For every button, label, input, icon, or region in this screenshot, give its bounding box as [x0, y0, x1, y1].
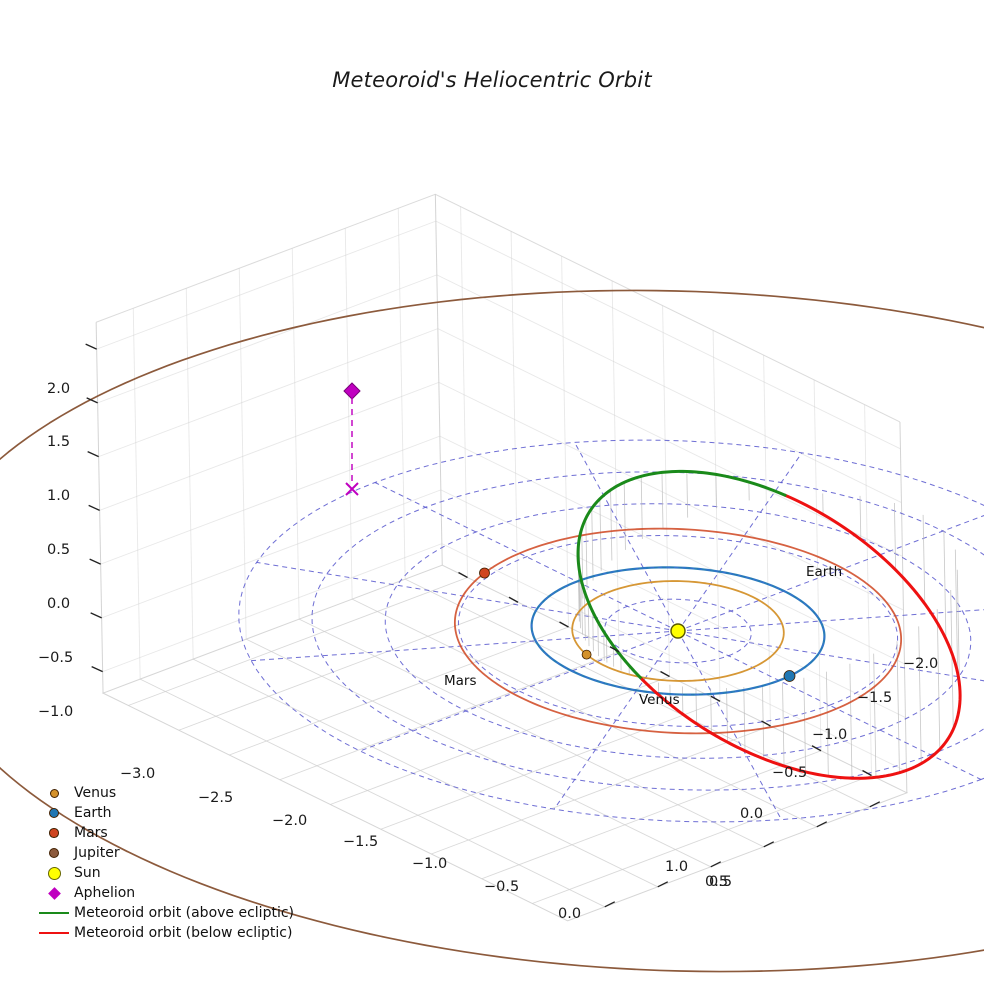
legend-item-earth[interactable]: Earth: [34, 803, 292, 823]
legend-dot-icon: [34, 823, 74, 843]
legend-item-venus[interactable]: Venus: [34, 783, 292, 803]
legend-item-label: Earth: [74, 805, 112, 821]
legend-glyph: [49, 808, 59, 818]
legend-item-label: Aphelion: [74, 885, 136, 901]
jupiter-orbit-path: [0, 289, 984, 973]
earth-label: Earth: [806, 564, 843, 580]
x-axis-tick-label: −0.5: [484, 879, 520, 895]
legend-dot-icon: [34, 783, 74, 803]
x-axis-tick-label: −2.5: [198, 790, 234, 806]
legend-item-meteoroid[interactable]: Meteoroid orbit (below ecliptic): [34, 923, 292, 943]
legend-glyph: [39, 911, 69, 915]
z-axis-tick-label: 1.0: [47, 488, 71, 504]
legend-item-label: Venus: [74, 785, 117, 801]
x-axis-tick-label: 1.0: [665, 859, 689, 875]
legend-line-icon: [34, 903, 74, 923]
legend-glyph: [47, 886, 61, 900]
x-axis-tick-label: −1.5: [343, 834, 379, 850]
legend-item-sun[interactable]: Sun: [34, 863, 292, 883]
y-axis-tick-label: 0.5: [705, 874, 729, 890]
legend-item-label: Meteoroid orbit (above ecliptic): [74, 905, 294, 921]
y-axis-tick-label: −1.0: [812, 727, 848, 743]
body-markers: [343, 382, 796, 682]
legend-diamond-icon: [34, 883, 74, 903]
y-axis-tick-label: −2.0: [903, 656, 939, 672]
earth-orbit-path: [530, 566, 826, 696]
legend-line-icon: [34, 923, 74, 943]
legend-item-aphelion[interactable]: Aphelion: [34, 883, 292, 903]
venus-label: Venus: [639, 692, 680, 708]
axes-pane-grid: [95, 193, 909, 922]
legend-item-mars[interactable]: Mars: [34, 823, 292, 843]
legend-dot-icon: [34, 843, 74, 863]
z-axis-tick-label: 0.5: [47, 542, 71, 558]
legend-item-label: Mars: [74, 825, 108, 841]
y-axis-tick-label: 0.0: [740, 806, 764, 822]
z-axis-tick-label: 2.0: [47, 381, 71, 397]
legend-dot-icon: [34, 863, 74, 883]
legend-item-label: Meteoroid orbit (below ecliptic): [74, 925, 293, 941]
mars-orbit-path: [453, 527, 903, 735]
x-axis-tick-label: 0.0: [558, 906, 582, 922]
z-axis-tick-label: 0.0: [47, 596, 71, 612]
legend-item-label: Jupiter: [74, 845, 120, 861]
page-title: Meteoroid's Heliocentric Orbit: [332, 68, 652, 92]
y-axis-tick-label: −0.5: [772, 765, 808, 781]
mars-label: Mars: [444, 673, 477, 689]
legend-glyph: [49, 848, 59, 858]
legend-glyph: [39, 931, 69, 935]
legend-item-jupiter[interactable]: Jupiter: [34, 843, 292, 863]
z-axis-tick-label: −1.0: [38, 704, 74, 720]
x-axis-tick-label: −3.0: [120, 766, 156, 782]
venus-orbit-path: [571, 580, 785, 682]
legend-glyph: [47, 866, 61, 880]
x-axis-tick-label: 0.5: [709, 874, 733, 890]
legend-item-meteoroid[interactable]: Meteoroid orbit (above ecliptic): [34, 903, 294, 923]
legend-dot-icon: [34, 803, 74, 823]
chart-legend: Venus Earth Mars Jupiter Sun Aphelion Meteoroi…: [34, 783, 294, 943]
legend-item-label: Sun: [74, 865, 101, 881]
legend-glyph: [49, 788, 59, 798]
x-axis-tick-label: −1.0: [412, 856, 448, 872]
x-axis-tick-label: −2.0: [272, 813, 308, 829]
z-axis-tick-label: 1.5: [47, 434, 71, 450]
legend-glyph: [49, 828, 59, 838]
z-axis-tick-label: −0.5: [38, 650, 74, 666]
y-axis-tick-label: −1.5: [857, 690, 893, 706]
meteoroid-orbit-path: [576, 469, 962, 780]
axis-tick-marks: [85, 343, 881, 908]
